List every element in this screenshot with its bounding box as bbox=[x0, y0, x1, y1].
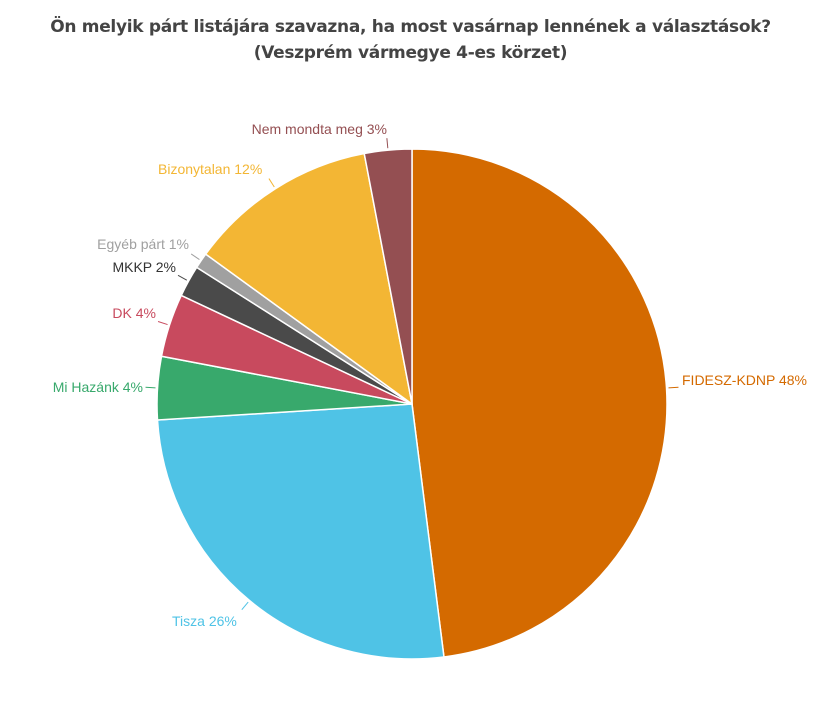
leader-line bbox=[668, 386, 679, 389]
leader-line bbox=[241, 601, 249, 611]
pie-slice-bizonytalan bbox=[204, 152, 414, 406]
leader-line bbox=[268, 178, 275, 188]
data-label: Nem mondta meg 3% bbox=[252, 121, 387, 137]
leader-line bbox=[386, 138, 389, 149]
pie-slice-fidesz-kdnp bbox=[411, 148, 668, 658]
chart-title-line: Ön melyik párt listájára szavazna, ha mo… bbox=[50, 17, 771, 37]
leader-line bbox=[177, 274, 188, 281]
pie-slice-tisza bbox=[156, 403, 445, 660]
data-label: Tisza 26% bbox=[172, 613, 237, 629]
pie-slice-nem-mondta-meg bbox=[363, 148, 413, 405]
data-label: FIDESZ-KDNP 48% bbox=[682, 372, 807, 388]
chart-title: Ön melyik párt listájára szavazna, ha mo… bbox=[0, 14, 821, 66]
leader-line bbox=[145, 386, 156, 389]
data-label: MKKP 2% bbox=[112, 259, 176, 275]
leader-line bbox=[157, 321, 168, 326]
data-label: Bizonytalan 12% bbox=[158, 161, 262, 177]
data-label: Egyéb párt 1% bbox=[97, 236, 189, 252]
leader-line bbox=[190, 253, 200, 260]
data-label: Mi Hazánk 4% bbox=[53, 379, 143, 395]
chart-subtitle: (Veszprém vármegye 4-es körzet) bbox=[253, 43, 568, 63]
data-label: DK 4% bbox=[112, 305, 156, 321]
